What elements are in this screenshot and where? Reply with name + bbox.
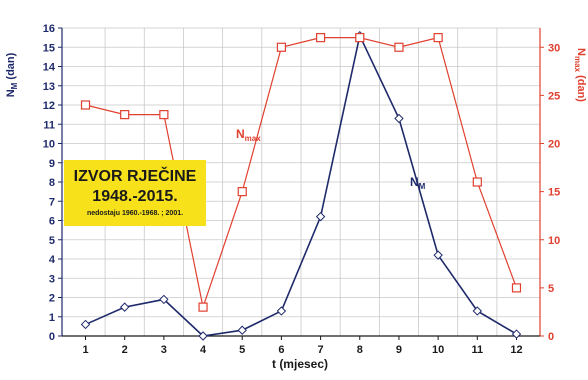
data-point-nmax xyxy=(198,302,208,312)
left-tick-label: 9 xyxy=(49,158,55,170)
data-point-nmax xyxy=(433,33,443,43)
series-label-nm-sub: M xyxy=(419,182,426,191)
right-axis-label-suffix: (dan) xyxy=(575,72,587,102)
series-label-nm-main: N xyxy=(410,175,419,189)
right-axis-label-main: N xyxy=(575,48,587,56)
data-point-nm xyxy=(472,306,483,316)
data-point-nmax xyxy=(315,33,326,43)
series-line-nm xyxy=(85,33,517,337)
right-axis-label: Nmax (dan) xyxy=(573,48,587,102)
left-tick-label: 3 xyxy=(49,273,55,285)
left-axis-label-suffix: (dan) xyxy=(5,52,17,82)
data-point-nm xyxy=(511,329,522,339)
left-tick-label: 11 xyxy=(43,119,55,131)
data-point-nmax xyxy=(159,110,169,120)
left-tick-label: 5 xyxy=(49,235,55,247)
left-tick-label: 4 xyxy=(49,254,56,266)
left-axis-label-sub: M xyxy=(10,82,19,89)
badge-title-line1: IZVOR RJEČINE xyxy=(74,166,197,185)
series-label-nmax: Nmax xyxy=(236,127,261,143)
data-point-nm xyxy=(276,306,287,316)
x-tick-label: 3 xyxy=(161,344,167,356)
data-point-nmax xyxy=(80,100,91,110)
x-tick-label: 2 xyxy=(122,344,128,356)
data-point-nm xyxy=(119,302,130,312)
x-tick-label: 11 xyxy=(471,344,483,356)
data-point-nmax xyxy=(511,283,522,293)
x-tick-label: 4 xyxy=(200,344,207,356)
data-point-nmax xyxy=(237,187,247,197)
left-tick-label: 12 xyxy=(43,100,55,112)
left-axis-label: NM (dan) xyxy=(5,52,19,97)
x-tick-label: 6 xyxy=(278,344,284,356)
left-tick-label: 10 xyxy=(43,139,55,151)
right-tick-label: 30 xyxy=(548,42,560,54)
badge-background xyxy=(64,160,206,226)
data-point-nm xyxy=(159,294,169,305)
data-point-nmax xyxy=(120,110,130,120)
badge-note: nedostaju 1960.-1968. ; 2001. xyxy=(87,210,183,217)
left-axis-label-main: N xyxy=(5,89,17,97)
x-axis-label: t (mjesec) xyxy=(272,357,328,371)
left-tick-label: 2 xyxy=(49,293,55,305)
x-tick-label: 7 xyxy=(318,344,324,356)
x-tick-label: 10 xyxy=(432,344,444,356)
location-badge: IZVOR RJEČINE 1948.-2015. nedostaju 1960… xyxy=(64,160,206,226)
data-point-nmax xyxy=(394,42,404,52)
series-label-nmax-sub: max xyxy=(245,134,262,143)
right-tick-label: 25 xyxy=(548,90,560,102)
series-line-nmax xyxy=(85,36,518,310)
left-tick-label: 6 xyxy=(49,216,55,228)
x-tick-label: 8 xyxy=(357,344,363,356)
right-axis-label-sub: max xyxy=(573,56,582,73)
right-tick-label: 20 xyxy=(548,139,560,151)
right-tick-label: 0 xyxy=(548,331,554,343)
left-tick-label: 8 xyxy=(49,177,55,189)
x-tick-label: 1 xyxy=(82,344,88,356)
data-point-nmax xyxy=(355,33,365,43)
series-label-nmax-main: N xyxy=(236,127,245,141)
left-tick-label: 14 xyxy=(43,62,56,74)
right-tick-label: 5 xyxy=(548,283,554,295)
x-tick-label: 5 xyxy=(239,344,245,356)
right-tick-label: 15 xyxy=(548,187,560,199)
series xyxy=(80,30,522,341)
data-point-nmax xyxy=(472,177,482,187)
badge-title-line2: 1948.-2015. xyxy=(92,188,177,205)
left-tick-label: 7 xyxy=(49,196,55,208)
data-point-nm xyxy=(315,211,326,222)
left-tick-label: 1 xyxy=(49,312,55,324)
left-tick-label: 13 xyxy=(43,81,55,93)
data-point-nmax xyxy=(276,42,287,52)
x-tick-label: 12 xyxy=(510,344,522,356)
series-label-nm: NM xyxy=(410,175,426,191)
data-point-nm xyxy=(237,325,247,335)
data-point-nm xyxy=(394,113,404,124)
data-point-nm xyxy=(433,250,443,260)
data-point-nm xyxy=(80,319,91,330)
right-tick-label: 10 xyxy=(548,235,560,247)
x-tick-label: 9 xyxy=(396,344,402,356)
data-point-nm xyxy=(198,331,208,341)
left-tick-label: 0 xyxy=(49,331,55,343)
left-tick-label: 16 xyxy=(43,23,55,35)
left-tick-label: 15 xyxy=(43,42,55,54)
